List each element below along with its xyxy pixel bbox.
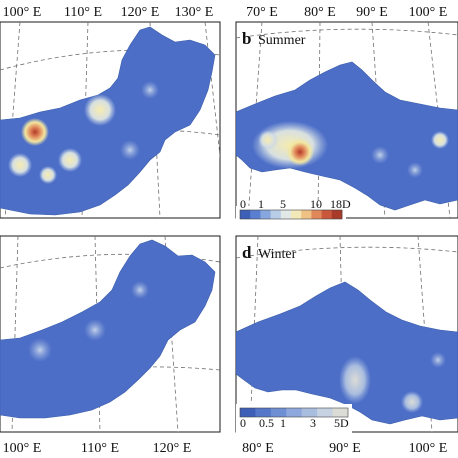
top-tick-label: 100° E — [409, 5, 448, 20]
hotspot — [430, 352, 446, 368]
top-tick-label: 70° E — [246, 5, 278, 20]
hotspot — [28, 338, 52, 362]
panel-d: d Winter 80° E 90° E 100° E 0 0.5 1 3 5D — [235, 235, 458, 456]
colorbar-tick-label: 0 — [240, 416, 246, 430]
hotspot — [84, 94, 116, 126]
panel-a: 100° E 110° E 120° E 130° E — [0, 5, 221, 219]
panel-label: b — [242, 29, 251, 48]
hotspot — [120, 140, 140, 160]
hotspot — [401, 391, 423, 413]
colorbar-tick-label: 5D — [334, 416, 349, 430]
hotspot — [141, 81, 159, 99]
colorbar-swatch — [260, 210, 271, 219]
hotspot — [258, 130, 278, 150]
colorbar-swatch — [301, 408, 318, 417]
colorbar-summer — [236, 206, 346, 237]
colorbar-swatch — [332, 408, 349, 417]
bottom-tick-label: 100° E — [3, 441, 42, 456]
bottom-tick-label: 90° E — [329, 441, 361, 456]
top-tick-label: 110° E — [64, 5, 102, 20]
colorbar-swatch — [280, 210, 292, 219]
colorbar-swatch — [331, 210, 343, 219]
panel-b: b Summer 70° E 80° E 90° E 100° E 0 1 5 10 1… — [235, 5, 458, 237]
bottom-tick-label: 120° E — [153, 441, 192, 456]
colorbar-tick-label: 1 — [258, 197, 264, 211]
colorbar-tick-label: 5 — [280, 197, 286, 211]
panel-season-title: Winter — [258, 247, 297, 262]
land-region — [236, 61, 458, 211]
colorbar-tick-label: 0.5 — [259, 416, 274, 430]
land-region — [0, 239, 216, 419]
panel-c: 100° E 110° E 120° E — [0, 235, 221, 456]
colorbar-swatch — [301, 210, 312, 219]
colorbar-tick-label: 10 — [310, 197, 322, 211]
colorbar-frame — [239, 209, 343, 220]
colorbar-swatch — [270, 210, 282, 219]
colorbar-swatch — [240, 408, 256, 417]
bottom-tick-label: 100° E — [409, 441, 448, 456]
hotspot — [84, 319, 106, 341]
top-tick-label: 130° E — [175, 5, 214, 20]
land-region — [236, 281, 458, 425]
top-tick-label: 100° E — [3, 5, 42, 20]
bottom-tick-label: 110° E — [81, 441, 119, 456]
colorbar-swatch — [255, 408, 272, 417]
colorbar-swatch — [250, 210, 261, 219]
hotspot — [58, 148, 82, 172]
colorbar-swatch — [291, 210, 302, 219]
hotspot — [131, 281, 149, 299]
hotspot — [407, 162, 423, 178]
hotspot — [286, 138, 314, 166]
colorbar-tick-label: 1 — [280, 416, 286, 430]
hotspot — [8, 153, 32, 177]
top-tick-label: 90° E — [356, 5, 388, 20]
panel-label: d — [242, 243, 252, 262]
bottom-tick-label: 80° E — [242, 441, 274, 456]
colorbar-tick-label: 3 — [310, 416, 316, 430]
top-tick-label: 80° E — [304, 5, 336, 20]
hotspot — [339, 356, 371, 404]
colorbar-swatch — [270, 408, 287, 417]
colorbar-swatch — [321, 210, 333, 219]
colorbar-winter — [236, 404, 352, 435]
colorbar-swatch — [286, 408, 303, 417]
top-tick-label: 120° E — [121, 5, 160, 20]
hotspot — [21, 118, 49, 146]
colorbar-swatch — [240, 210, 251, 219]
colorbar-frame — [239, 407, 349, 418]
hotspot — [39, 166, 57, 184]
panel-season-title: Summer — [258, 33, 306, 48]
colorbar-swatch — [317, 408, 333, 417]
colorbar-swatch — [311, 210, 322, 219]
colorbar-tick-label: 0 — [240, 197, 246, 211]
hotspot — [371, 146, 389, 164]
hotspot — [431, 131, 449, 149]
colorbar-tick-label: 18D — [330, 197, 351, 211]
